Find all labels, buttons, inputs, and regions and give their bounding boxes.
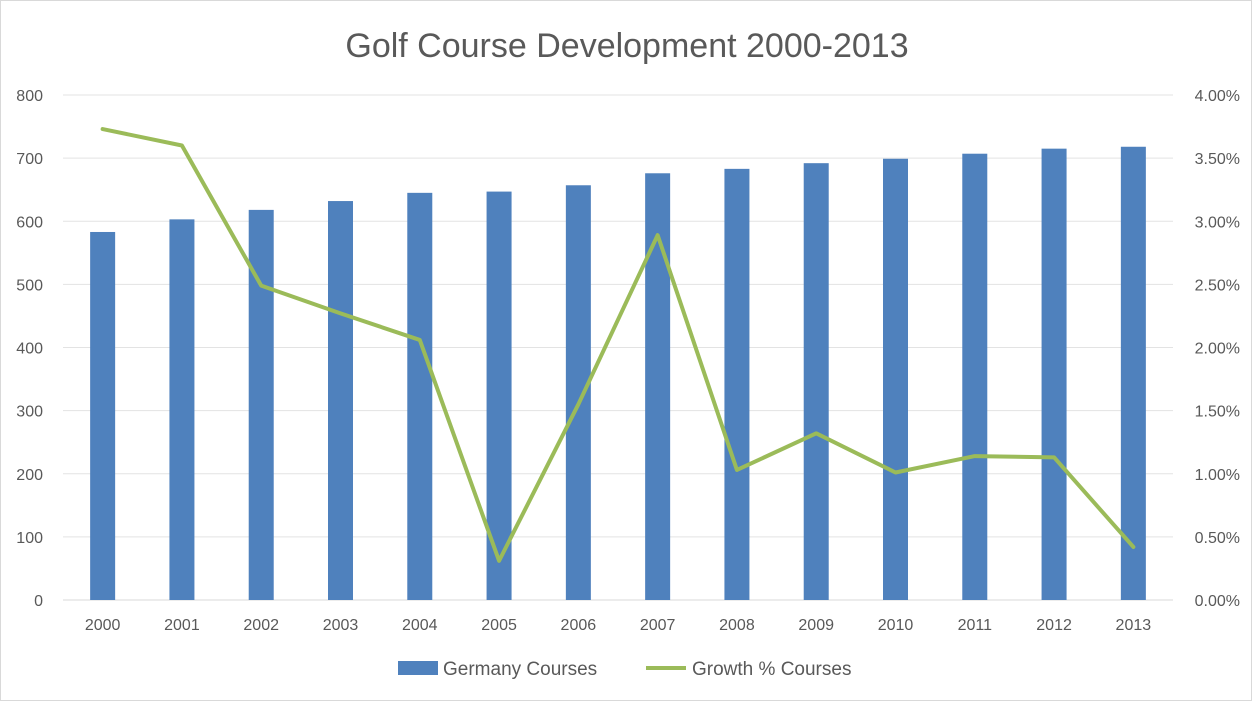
x-tick-label: 2003	[323, 617, 359, 634]
legend-label-growth-courses: Growth % Courses	[692, 659, 851, 680]
right-tick-label: 0.50%	[1195, 530, 1240, 547]
x-tick-label: 2006	[561, 617, 597, 634]
x-tick-label: 2010	[878, 617, 914, 634]
right-tick-label: 1.00%	[1195, 467, 1240, 484]
bar	[566, 185, 591, 600]
legend-swatch-germany-courses	[398, 661, 438, 675]
chart-title: Golf Course Development 2000-2013	[345, 27, 908, 65]
left-axis-ticks: 0 100 200 300 400 500 600 700 800	[16, 88, 43, 610]
x-tick-label: 2005	[481, 617, 517, 634]
gridlines	[63, 95, 1173, 600]
right-tick-label: 2.00%	[1195, 341, 1240, 358]
right-tick-label: 4.00%	[1195, 88, 1240, 105]
left-tick-label: 800	[16, 88, 43, 105]
left-tick-label: 400	[16, 341, 43, 358]
left-tick-label: 200	[16, 467, 43, 484]
legend: Germany Courses Growth % Courses	[398, 659, 851, 680]
bar-series-germany-courses	[90, 147, 1146, 600]
bar	[883, 159, 908, 600]
right-tick-label: 0.00%	[1195, 593, 1240, 610]
bar	[804, 163, 829, 600]
x-tick-label: 2000	[85, 617, 121, 634]
x-tick-label: 2012	[1036, 617, 1072, 634]
bar	[724, 169, 749, 600]
bar	[1042, 149, 1067, 600]
right-tick-label: 3.00%	[1195, 214, 1240, 231]
right-tick-label: 1.50%	[1195, 404, 1240, 421]
left-tick-label: 500	[16, 277, 43, 294]
bar	[1121, 147, 1146, 600]
x-tick-label: 2001	[164, 617, 200, 634]
left-tick-label: 700	[16, 151, 43, 168]
legend-label-germany-courses: Germany Courses	[443, 659, 597, 680]
right-tick-label: 2.50%	[1195, 277, 1240, 294]
left-tick-label: 100	[16, 530, 43, 547]
x-tick-label: 2008	[719, 617, 755, 634]
bar	[328, 201, 353, 600]
bar	[169, 219, 194, 600]
right-tick-label: 3.50%	[1195, 151, 1240, 168]
x-tick-label: 2002	[243, 617, 279, 634]
x-tick-label: 2007	[640, 617, 676, 634]
x-tick-label: 2004	[402, 617, 438, 634]
bar	[90, 232, 115, 600]
x-tick-label: 2009	[798, 617, 834, 634]
bar	[407, 193, 432, 600]
left-tick-label: 600	[16, 214, 43, 231]
x-tick-label: 2011	[958, 617, 993, 634]
right-axis-ticks: 0.00% 0.50% 1.00% 1.50% 2.00% 2.50% 3.00% 3.50%…	[1195, 88, 1240, 610]
left-tick-label: 0	[34, 593, 43, 610]
x-tick-label: 2013	[1116, 617, 1152, 634]
left-tick-label: 300	[16, 404, 43, 421]
bar	[962, 154, 987, 600]
x-axis-ticks: 2000 2001 2002 2003 2004 2005 2006 2007 2008 2009…	[85, 617, 1151, 634]
